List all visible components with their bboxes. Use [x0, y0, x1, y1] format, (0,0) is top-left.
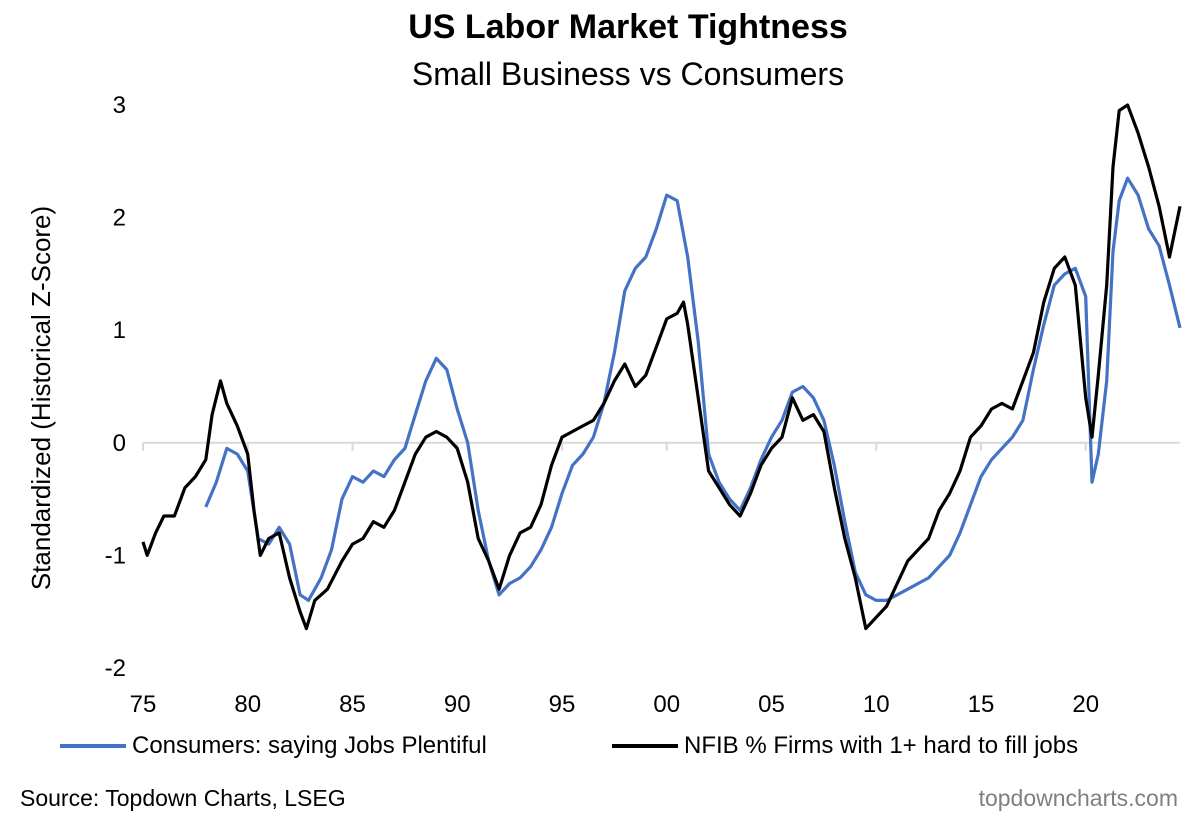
series-line-consumers: [204, 176, 1182, 602]
line-chart: -2 -1 0 1 2 3 75 80 85 90 95 00 05 10 15 20 Standardiz…: [26, 92, 1182, 718]
source-note: Source: Topdown Charts, LSEG: [20, 785, 346, 811]
y-tick-label: -2: [105, 655, 126, 682]
x-tick-label: 00: [653, 691, 680, 718]
x-tick-label: 05: [758, 691, 785, 718]
legend-item-nfib: NFIB % Firms with 1+ hard to fill jobs: [612, 732, 1078, 760]
y-axis-ticks: -2 -1 0 1 2 3: [105, 92, 126, 682]
axis-lines: [142, 441, 1180, 451]
y-tick-label: 1: [113, 317, 126, 344]
chart-subtitle: Small Business vs Consumers: [411, 56, 845, 92]
x-tick-label: 90: [444, 691, 471, 718]
y-tick-label: 2: [113, 205, 126, 232]
y-tick-label: -1: [105, 542, 126, 569]
y-axis-label: Standardized (Historical Z-Score): [26, 206, 56, 590]
chart-title: US Labor Market Tightness: [408, 8, 848, 46]
series-lines: [141, 103, 1182, 631]
x-tick-label: 85: [339, 691, 366, 718]
x-tick-label: 80: [234, 691, 261, 718]
legend-swatch-nfib: [612, 744, 678, 748]
legend-label-nfib: NFIB % Firms with 1+ hard to fill jobs: [684, 732, 1079, 759]
legend-swatch-consumers: [60, 744, 126, 748]
legend-label-consumers: Consumers: saying Jobs Plentiful: [132, 732, 487, 759]
x-tick-label: 15: [968, 691, 995, 718]
x-tick-label: 95: [549, 691, 576, 718]
x-tick-label: 75: [130, 691, 157, 718]
x-axis-ticks: 75 80 85 90 95 00 05 10 15 20: [130, 691, 1099, 718]
series-line-nfib: [141, 103, 1182, 631]
x-tick-label: 10: [863, 691, 890, 718]
y-tick-label: 3: [113, 92, 126, 119]
x-tick-label: 20: [1072, 691, 1099, 718]
legend-item-consumers: Consumers: saying Jobs Plentiful: [60, 732, 487, 760]
y-tick-label: 0: [113, 430, 126, 457]
site-credit: topdowncharts.com: [978, 785, 1178, 811]
